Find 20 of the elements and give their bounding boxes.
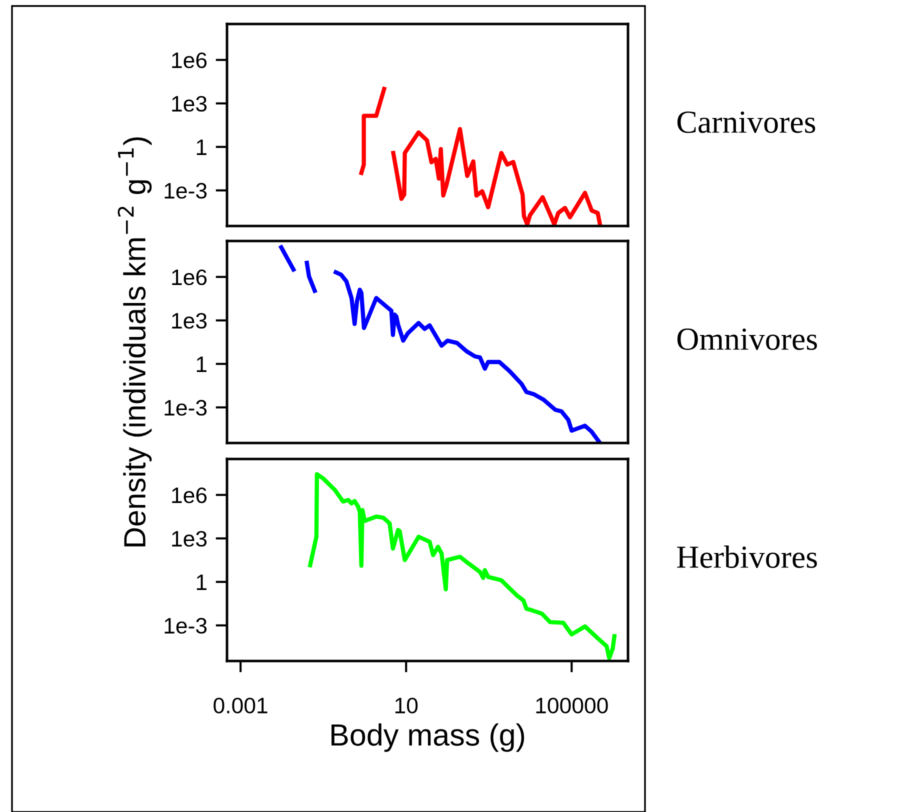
text: Omnivores bbox=[677, 328, 817, 350]
text: Herbivores bbox=[677, 546, 817, 568]
y-tick-label: 1e-3 bbox=[164, 182, 207, 199]
y-tick-label: 1e6 bbox=[172, 52, 207, 68]
y-axis-title: Density (individuals km$^{−2}$ g$^{−1}$) bbox=[118, 137, 152, 546]
y-tick-label: 1e3 bbox=[172, 312, 207, 329]
y-tick-label: 1e6 bbox=[172, 487, 207, 504]
y-tick-label: 1 bbox=[196, 574, 206, 590]
y-tick-label: 1 bbox=[196, 140, 206, 155]
x-tick-label: 10 bbox=[395, 698, 418, 714]
y-tick-label: 1e-3 bbox=[164, 400, 207, 416]
y-tick-label: 1e3 bbox=[172, 96, 207, 112]
y-tick-label: 1e6 bbox=[172, 269, 207, 286]
y-tick-label: 1e3 bbox=[172, 530, 207, 547]
x-tick-label: 0.001 bbox=[214, 698, 268, 714]
x-tick-label: 100000 bbox=[536, 698, 608, 714]
y-tick-label: 1e-3 bbox=[164, 618, 207, 634]
x-axis-title: Body mass (g) bbox=[332, 723, 524, 752]
y-tick-label: 1 bbox=[196, 356, 206, 372]
text: Carnivores bbox=[677, 112, 816, 133]
